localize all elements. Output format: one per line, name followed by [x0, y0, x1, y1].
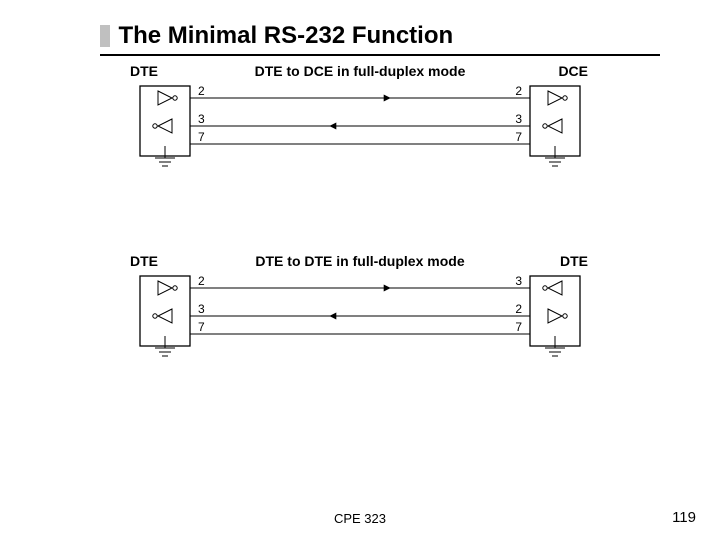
footer-page-number: 119	[672, 509, 696, 526]
pin-label-right: 2	[515, 84, 522, 98]
pin-label-right: 2	[515, 302, 522, 316]
device-left-box	[140, 276, 190, 346]
device-right-label: DTE	[560, 253, 588, 269]
pin-label-left: 7	[198, 130, 205, 144]
device-right-label: DCE	[558, 63, 588, 79]
device-right-box	[530, 86, 580, 156]
pin-label-left: 2	[198, 84, 205, 98]
mode-label: DTE to DTE in full-duplex mode	[255, 253, 464, 269]
pin-label-right: 7	[515, 130, 522, 144]
device-right-box	[530, 276, 580, 346]
pin-label-left: 2	[198, 274, 205, 288]
device-left-label: DTE	[130, 63, 158, 79]
rs232-diagram: DTE DCE DTE to DCE in full-duplex mode 2 2 3 3…	[0, 0, 720, 500]
footer-course: CPE 323	[0, 511, 720, 526]
pin-label-left: 3	[198, 112, 205, 126]
mode-label: DTE to DCE in full-duplex mode	[255, 63, 466, 79]
pin-label-right: 7	[515, 320, 522, 334]
device-left-box	[140, 86, 190, 156]
pin-label-left: 3	[198, 302, 205, 316]
pin-label-left: 7	[198, 320, 205, 334]
pin-label-right: 3	[515, 274, 522, 288]
device-left-label: DTE	[130, 253, 158, 269]
pin-label-right: 3	[515, 112, 522, 126]
